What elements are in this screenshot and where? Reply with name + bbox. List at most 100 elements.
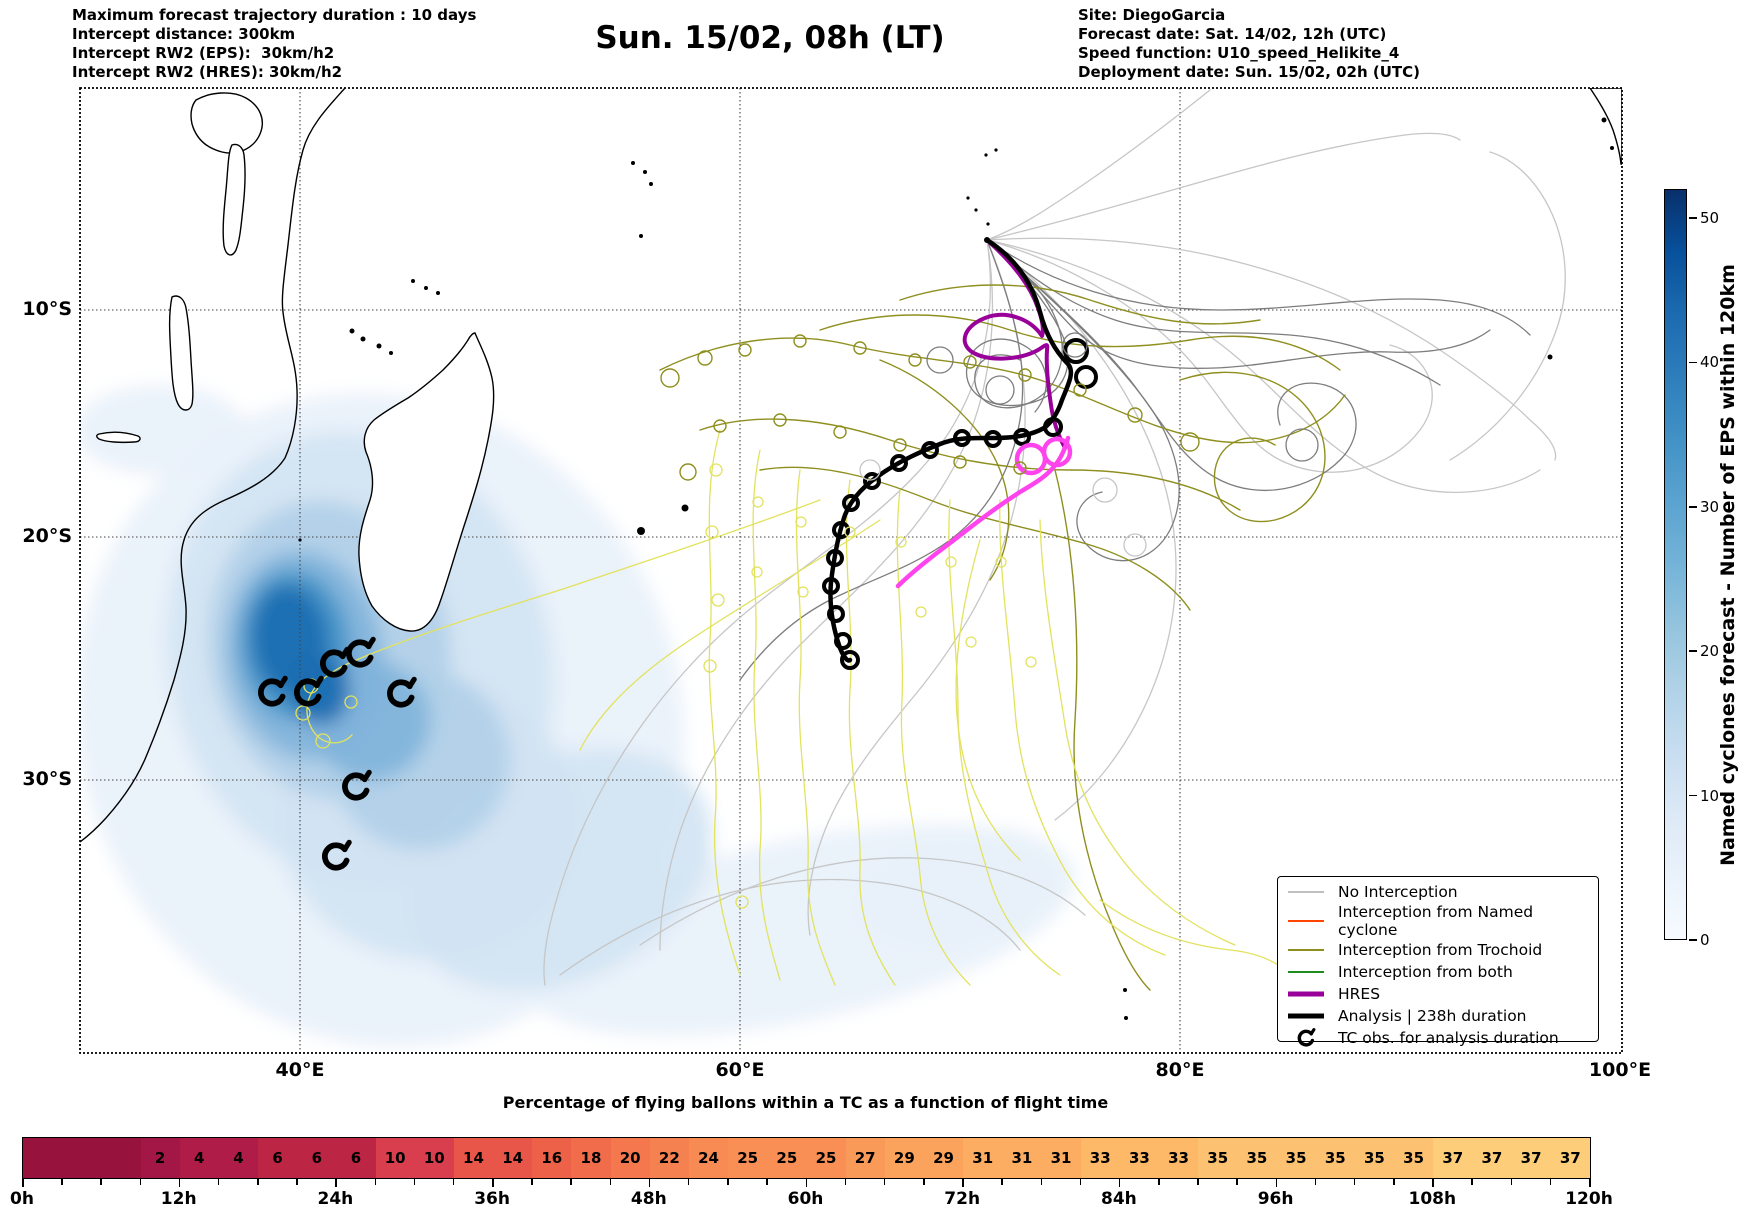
flight-bar-cell: 10 <box>375 1138 415 1178</box>
flight-bar-cell: 37 <box>1433 1138 1473 1178</box>
legend-item: Interception from both <box>1286 961 1590 983</box>
flight-axis-tick <box>1197 1178 1199 1185</box>
flight-axis-tick <box>962 1178 964 1187</box>
legend-item: Analysis | 238h duration <box>1286 1005 1590 1027</box>
trajectory-lines <box>295 89 1566 991</box>
flight-bar-cell: 25 <box>728 1138 768 1178</box>
flight-bar-cell: 37 <box>1511 1138 1551 1178</box>
flight-axis-tick <box>296 1178 298 1185</box>
site-info-text: Site: DiegoGarcia Forecast date: Sat. 14… <box>1078 6 1421 81</box>
flight-bar-cell <box>62 1138 102 1178</box>
colorbar-tick-label: 0 <box>1700 931 1710 949</box>
flight-axis-tick <box>1510 1178 1513 1185</box>
flight-axis-tick <box>1001 1178 1003 1185</box>
flight-axis-tick <box>1118 1178 1121 1187</box>
flight-axis-tick <box>492 1178 494 1187</box>
flight-bar-cell: 4 <box>179 1138 219 1178</box>
y-axis-tick-label: 20°S <box>22 525 72 547</box>
colorbar-tick-label: 40 <box>1700 353 1720 372</box>
flight-bar-cell <box>101 1138 141 1178</box>
flight-axis-tick-label: 60h <box>787 1189 824 1209</box>
colorbar-tick-label: 10 <box>1700 786 1720 805</box>
flight-bar-cell <box>23 1138 63 1178</box>
flight-axis-tick-label: 48h <box>630 1189 667 1209</box>
x-axis-tick-label: 80°E <box>1155 1059 1205 1081</box>
flight-time-axis: 0h 12h 24h 36h 48h 60h 72h 84h 96h 108h 120h <box>10 1178 1613 1212</box>
flight-bar-cell: 35 <box>1276 1138 1316 1178</box>
flight-axis-tick <box>727 1178 729 1185</box>
flight-bar-cell: 33 <box>1080 1138 1120 1178</box>
flight-axis-tick <box>1393 1178 1395 1185</box>
flight-time-percentage-bar: 2 4 4 6 6 6 10 10 14 14 16 18 20 22 24 25 25 25 27 29 29 31 31… <box>22 1137 1591 1179</box>
x-axis-tick-label: 60°E <box>715 1059 765 1081</box>
map-border <box>79 87 1623 1054</box>
flight-axis-tick <box>1589 1178 1591 1187</box>
flight-bar-cell: 29 <box>884 1138 924 1178</box>
flight-axis-tick <box>570 1178 572 1185</box>
flight-bar-cell: 20 <box>610 1138 650 1178</box>
legend-line-icon <box>1286 881 1326 903</box>
flight-axis-tick-label: 96h <box>1257 1189 1294 1209</box>
x-axis-tick-label: 40°E <box>275 1059 325 1081</box>
flight-bar-cell: 35 <box>1237 1138 1277 1178</box>
legend-item-label: Analysis | 238h duration <box>1338 1007 1527 1025</box>
flight-axis-tick-label: 84h <box>1101 1189 1137 1209</box>
legend-item-label: Interception from both <box>1338 963 1513 981</box>
y-axis-tick-label: 10°S <box>22 298 72 320</box>
flight-axis-tick-label: 12h <box>160 1189 197 1209</box>
flight-axis-tick-label: 108h <box>1408 1189 1457 1209</box>
tc-obs-icon <box>1286 1027 1326 1049</box>
flight-bar-cell: 37 <box>1472 1138 1512 1178</box>
flight-time-bar-title: Percentage of flying ballons within a TC… <box>502 1093 1109 1112</box>
flight-axis-tick <box>1432 1178 1434 1187</box>
flight-axis-tick <box>22 1178 24 1187</box>
flight-axis-tick <box>335 1178 337 1187</box>
legend-item-label: Interception from Trochoid <box>1338 941 1543 959</box>
flight-bar-cell: 35 <box>1354 1138 1395 1178</box>
flight-bar-cell: 31 <box>1041 1138 1081 1178</box>
legend-item-label: HRES <box>1338 985 1381 1003</box>
flight-axis-tick <box>531 1178 533 1185</box>
flight-bar-cell: 25 <box>806 1138 846 1178</box>
colorbar-tick <box>1689 650 1697 652</box>
legend-item: Interception from Named cyclone <box>1286 903 1590 939</box>
flight-axis-tick <box>1471 1178 1473 1185</box>
flight-bar-cell: 31 <box>963 1138 1003 1178</box>
flight-bar-cell: 18 <box>571 1138 611 1178</box>
flight-bar-cell: 35 <box>1198 1138 1238 1178</box>
flight-axis-tick <box>1079 1178 1082 1185</box>
legend-item: HRES <box>1286 983 1590 1005</box>
flight-axis-tick <box>1549 1178 1552 1185</box>
flight-axis-tick <box>452 1178 455 1185</box>
colorbar-tick <box>1689 505 1697 508</box>
flight-axis-tick <box>100 1178 102 1185</box>
map-legend: No Interception Interception from Named c… <box>1277 876 1599 1047</box>
flight-bar-cell: 6 <box>258 1138 298 1178</box>
flight-bar-cell: 27 <box>845 1138 885 1178</box>
flight-bar-cell: 4 <box>218 1138 259 1178</box>
forecast-settings-text: Maximum forecast trajectory duration : 1… <box>72 6 477 81</box>
legend-item-label: No Interception <box>1338 883 1458 901</box>
flight-axis-tick <box>923 1178 925 1185</box>
flight-bar-cell: 37 <box>1550 1138 1590 1178</box>
colorbar-tick <box>1689 939 1697 941</box>
flight-axis-tick <box>687 1178 690 1185</box>
eps-count-colorbar-label: Named cyclones forecast - Number of EPS … <box>1716 264 1739 866</box>
flight-bar-cell: 6 <box>336 1138 376 1178</box>
legend-item: Interception from Trochoid <box>1286 939 1590 961</box>
flight-axis-tick <box>805 1178 807 1187</box>
legend-line-icon <box>1286 910 1326 932</box>
flight-bar-cell: 35 <box>1394 1138 1434 1178</box>
flight-axis-tick <box>609 1178 612 1185</box>
flight-axis-tick <box>61 1178 63 1185</box>
legend-line-icon <box>1286 983 1326 1005</box>
colorbar-tick <box>1689 361 1697 364</box>
deployment-start-marker <box>984 237 990 243</box>
colorbar-tick-label: 30 <box>1700 497 1720 516</box>
coastlines <box>80 88 1622 1020</box>
colorbar-tick-label: 20 <box>1700 642 1720 661</box>
flight-axis-tick <box>1158 1178 1160 1185</box>
flight-axis-tick <box>1314 1178 1317 1185</box>
